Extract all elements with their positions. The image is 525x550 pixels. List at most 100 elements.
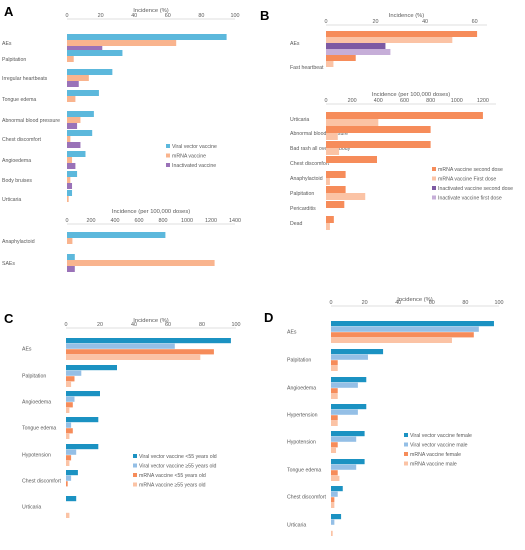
category-label: Angioedema: [2, 158, 31, 164]
legend-label: Viral vector vaccine ≥55 years old: [139, 464, 217, 470]
x-tick-label: 1200: [477, 98, 489, 104]
bar: [67, 34, 227, 40]
bar: [331, 321, 494, 327]
x-tick-label: 600: [400, 98, 409, 104]
legend-label: mRNA vaccine: [172, 154, 206, 160]
bar: [67, 40, 177, 46]
legend-label: Viral vector vaccine: [172, 144, 217, 150]
category-label: Tongue edema: [2, 97, 36, 103]
bar: [326, 178, 330, 185]
x-tick-label: 1400: [229, 218, 241, 224]
category-label: Urticaria: [2, 197, 21, 203]
category-label: Abnormal blood pressure: [2, 118, 60, 124]
x-tick-label: 60: [165, 13, 171, 19]
bar: [67, 90, 99, 96]
legend-swatch: [133, 482, 137, 487]
legend: Viral vector vaccine <55 years old Viral …: [133, 454, 217, 489]
category-label: Angioedema: [287, 385, 316, 391]
bar: [331, 502, 335, 508]
x-tick-label: 0: [66, 218, 69, 224]
bar: [331, 365, 338, 371]
category-label: Pericarditis: [290, 206, 316, 212]
bar: [331, 464, 357, 470]
bar: [67, 50, 123, 56]
bar: [66, 354, 201, 360]
category-label: Palpitation: [287, 357, 311, 363]
bar: [67, 232, 166, 238]
bar: [331, 442, 338, 448]
category-label: Urticaria: [290, 117, 309, 123]
bar: [66, 449, 77, 455]
bar: [66, 349, 214, 355]
x-axis-title: Incidence (%): [389, 13, 425, 19]
chart-b2: Incidence (per 100,000 doses) 0 200 400 600 8…: [290, 92, 496, 230]
category-label: Bad rash all over the body: [290, 146, 351, 152]
legend-swatch: [404, 433, 408, 437]
legend-swatch: [404, 442, 408, 447]
x-tick-label: 20: [98, 13, 104, 19]
category-label: AEs: [2, 41, 12, 47]
bar: [331, 530, 333, 536]
chart-c: Incidence (%) 0 20 40 60 80 100 AEs Palpitation A…: [22, 318, 241, 518]
x-tick-label: 400: [111, 218, 120, 224]
bar: [331, 475, 340, 481]
bar: [66, 381, 72, 387]
x-tick-label: 20: [97, 322, 103, 328]
x-tick-label: 1000: [451, 98, 463, 104]
x-tick-label: 800: [159, 218, 168, 224]
bar: [326, 201, 345, 208]
bar: [67, 130, 93, 136]
legend-label: mRNA vaccine First dose: [438, 177, 496, 183]
bar: [67, 190, 73, 196]
legend-label: mRNA vaccine ≥55 years old: [139, 483, 206, 489]
x-axis-title: Incidence (%): [133, 318, 169, 324]
legend-swatch: [166, 163, 170, 167]
bar: [66, 402, 73, 408]
chart-b1: Incidence (%) 0 20 40 60 AEs Fast heartbeat: [290, 13, 487, 71]
bar: [66, 455, 72, 461]
panel-label: C: [4, 311, 14, 326]
bar: [66, 396, 75, 402]
category-label: AEs: [287, 329, 297, 335]
x-tick-label: 800: [426, 98, 435, 104]
panel-label: D: [264, 310, 273, 325]
category-label: AEs: [22, 346, 32, 352]
bar: [67, 266, 75, 272]
bar: [326, 126, 431, 133]
x-tick-label: 100: [495, 300, 504, 306]
legend-swatch: [133, 463, 137, 468]
bar: [331, 420, 338, 426]
bar: [67, 157, 73, 163]
legend-swatch: [404, 452, 408, 456]
x-tick-label: 80: [198, 13, 204, 19]
bar: [326, 223, 330, 230]
bar: [331, 409, 358, 415]
bar: [331, 354, 368, 360]
category-label: Tongue edema: [22, 425, 56, 431]
legend-label: mRNA vaccine second dose: [438, 167, 503, 173]
category-label: Anaphylactoid: [2, 239, 35, 245]
legend-swatch: [432, 176, 436, 181]
x-axis-title: Incidence (%): [397, 297, 433, 303]
bar: [67, 171, 78, 177]
bar: [67, 123, 78, 129]
bar: [331, 349, 384, 355]
bar: [331, 519, 335, 525]
category-label: Urticaria: [287, 522, 306, 528]
category-label: Anaphylactoid: [290, 176, 323, 182]
bar: [331, 514, 342, 520]
bar: [326, 43, 386, 49]
x-tick-label: 40: [131, 322, 137, 328]
category-label: Hypotension: [287, 439, 316, 445]
bar: [326, 119, 379, 126]
panel-label: B: [260, 8, 269, 23]
category-label: Irregular heartbeats: [2, 76, 48, 82]
x-tick-label: 0: [325, 19, 328, 25]
x-axis-title: Incidence (per 100,000 doses): [372, 92, 450, 98]
category-label: Angioedema: [22, 399, 51, 405]
bar: [331, 377, 367, 383]
bar: [331, 337, 452, 343]
legend-label: Inactivated vaccine second dose: [438, 186, 513, 192]
chart-d: Incidence (%) 0 20 40 60 80 100 AEs Palpitation A…: [287, 297, 504, 536]
bar: [326, 141, 431, 148]
